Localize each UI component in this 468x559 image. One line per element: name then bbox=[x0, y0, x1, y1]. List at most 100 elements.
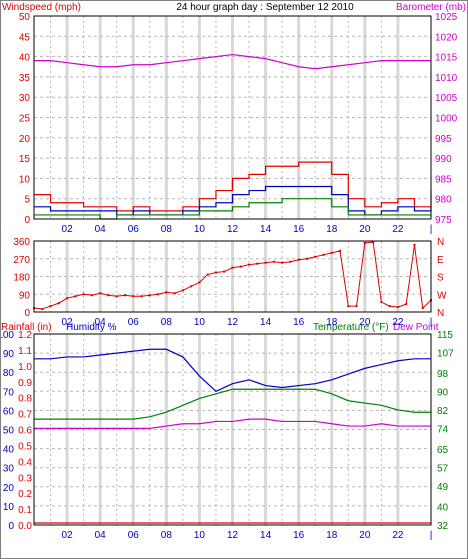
x-tick-label: 16 bbox=[293, 224, 305, 235]
y-tick-label: 15 bbox=[19, 154, 31, 165]
humidity-axis-title: Humidity % bbox=[66, 322, 117, 333]
y-tick-label: 25 bbox=[19, 114, 31, 125]
temperature-tick-label: 90 bbox=[437, 388, 449, 399]
grid-band bbox=[65, 16, 69, 219]
rainfall-tick-label: 1.2 bbox=[18, 330, 32, 341]
x-tick-label: | bbox=[430, 224, 433, 235]
compass-tick-label: W bbox=[437, 290, 447, 301]
x-tick-label: 16 bbox=[293, 317, 305, 328]
x-tick-label: 10 bbox=[194, 224, 206, 235]
x-tick-label: 20 bbox=[359, 224, 371, 235]
grid-band bbox=[264, 241, 268, 312]
x-tick-label: 20 bbox=[359, 530, 371, 541]
y2-tick-label: 1015 bbox=[435, 53, 458, 64]
temperature-tick-label: 107 bbox=[437, 348, 454, 359]
y-tick-label: 5 bbox=[24, 195, 30, 206]
rainfall-tick-label: 0.9 bbox=[18, 378, 32, 389]
wind-direction-point bbox=[363, 241, 366, 244]
x-tick-label: 20 bbox=[359, 317, 371, 328]
humidity-tick-label: 80 bbox=[3, 368, 15, 379]
wind-direction-point bbox=[115, 295, 118, 298]
grid-band bbox=[330, 16, 334, 219]
x-tick-label: 16 bbox=[293, 530, 305, 541]
chart-title: 24 hour graph day : September 12 2010 bbox=[176, 2, 354, 13]
grid-band bbox=[330, 241, 334, 312]
wind-direction-point bbox=[173, 292, 176, 295]
humidity-tick-label: 40 bbox=[3, 445, 15, 456]
temperature-tick-label: 82 bbox=[437, 406, 449, 417]
x-tick-label: 08 bbox=[161, 530, 173, 541]
y-tick-label: 30 bbox=[19, 93, 31, 104]
magenta-series-line bbox=[34, 53, 431, 70]
humidity-tick-label: 100 bbox=[0, 330, 14, 341]
compass-tick-label: N bbox=[437, 308, 444, 319]
grid-band bbox=[330, 334, 334, 525]
x-tick-label: 22 bbox=[392, 530, 404, 541]
y-tick-label: 90 bbox=[19, 290, 31, 301]
humidity-tick-label: 70 bbox=[3, 387, 15, 398]
wind-direction-point bbox=[165, 291, 168, 294]
x-tick-label: 22 bbox=[392, 317, 404, 328]
y-tick-label: 20 bbox=[19, 134, 31, 145]
wind-direction-point bbox=[297, 258, 300, 261]
x-tick-label: 02 bbox=[62, 317, 74, 328]
x-tick-label: 12 bbox=[227, 224, 239, 235]
temperature-axis-title: Temperature (°F) bbox=[313, 322, 389, 333]
compass-tick-label: E bbox=[437, 255, 444, 266]
wind-direction-point bbox=[330, 251, 333, 254]
wind-direction-point bbox=[413, 243, 416, 246]
x-tick-label: 04 bbox=[95, 224, 107, 235]
blue-series-line bbox=[34, 348, 431, 393]
x-tick-label: 12 bbox=[227, 317, 239, 328]
x-tick-label: 14 bbox=[260, 224, 272, 235]
y-tick-label: 40 bbox=[19, 53, 31, 64]
rainfall-tick-label: 0.4 bbox=[18, 457, 32, 468]
green-series-line bbox=[34, 388, 431, 420]
grid-band bbox=[197, 16, 201, 219]
wind-direction-point bbox=[190, 285, 193, 288]
temperature-tick-label: 115 bbox=[437, 330, 453, 341]
grid-band bbox=[396, 241, 400, 312]
rainfall-tick-label: 0.8 bbox=[18, 394, 32, 405]
x-tick-label: 14 bbox=[260, 317, 272, 328]
y-tick-label: 180 bbox=[13, 273, 30, 284]
wind-direction-point bbox=[231, 266, 234, 269]
x-tick-label: 02 bbox=[62, 224, 74, 235]
x-tick-label: 08 bbox=[161, 317, 173, 328]
rainfall-tick-label: 0.2 bbox=[18, 489, 32, 500]
temperature-tick-label: 57 bbox=[437, 463, 449, 474]
plot-frame bbox=[33, 333, 432, 526]
humidity-tick-label: 90 bbox=[3, 349, 15, 360]
wind-direction-point bbox=[388, 305, 391, 308]
wind-direction-point bbox=[380, 301, 383, 304]
humidity-tick-label: 30 bbox=[3, 464, 15, 475]
rainfall-tick-label: 0.7 bbox=[18, 410, 32, 421]
y-tick-label: 360 bbox=[13, 237, 30, 248]
temperature-tick-label: 40 bbox=[437, 503, 449, 514]
wind-direction-point bbox=[74, 295, 77, 298]
y2-tick-label: 1010 bbox=[435, 73, 458, 84]
wind-direction-point bbox=[314, 255, 317, 258]
wind-direction-point bbox=[355, 305, 358, 308]
wind-direction-point bbox=[82, 293, 85, 296]
x-tick-label: 18 bbox=[326, 317, 338, 328]
humidity-tick-label: 50 bbox=[3, 426, 15, 437]
wind-direction-point bbox=[148, 294, 151, 297]
y2-tick-label: 1000 bbox=[435, 114, 458, 125]
x-tick-label: 06 bbox=[128, 530, 140, 541]
wind-direction-point bbox=[405, 303, 408, 306]
wind-direction-point bbox=[66, 297, 69, 300]
grid-band bbox=[65, 334, 69, 525]
wind-direction-point bbox=[421, 307, 424, 310]
x-tick-label: 12 bbox=[227, 530, 239, 541]
wind-direction-point bbox=[49, 305, 52, 308]
blue-series-line bbox=[34, 185, 432, 216]
rainfall-axis-title: Rainfall (in) bbox=[1, 322, 52, 333]
wind-direction-point bbox=[305, 257, 308, 260]
wind-direction-point bbox=[372, 240, 375, 243]
wind-direction-point bbox=[289, 260, 292, 263]
y2-tick-label: 1020 bbox=[435, 32, 458, 43]
y2-tick-label: 1005 bbox=[435, 93, 458, 104]
x-tick-label: 18 bbox=[326, 530, 338, 541]
